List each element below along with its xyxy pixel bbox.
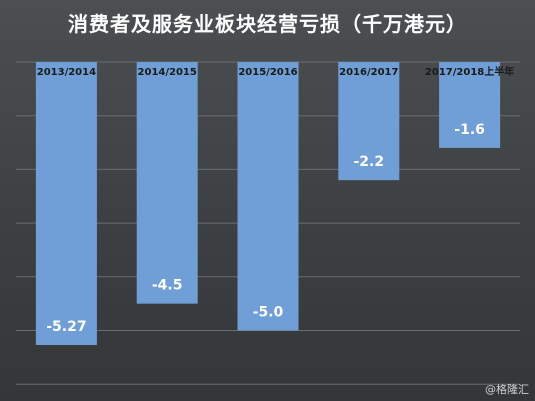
bar <box>136 62 198 304</box>
watermark-text: @格隆汇 <box>485 383 529 396</box>
category-label: 2016/2017 <box>339 67 398 78</box>
category-label: 2013/2014 <box>37 67 96 78</box>
category-label: 2014/2015 <box>138 67 197 78</box>
data-label: -2.2 <box>353 154 384 170</box>
bar <box>439 62 501 148</box>
data-label: -5.27 <box>46 319 86 335</box>
category-label: 2017/2018上半年 <box>425 65 514 78</box>
data-label: -1.6 <box>454 122 485 138</box>
data-label: -4.5 <box>152 278 183 294</box>
bar <box>338 62 400 181</box>
bar <box>237 62 299 331</box>
category-label: 2015/2016 <box>238 67 297 78</box>
chart-title: 消费者及服务业板块经营亏损（千万港元） <box>68 12 467 36</box>
bar <box>35 62 97 345</box>
data-label: -5.0 <box>253 305 284 321</box>
